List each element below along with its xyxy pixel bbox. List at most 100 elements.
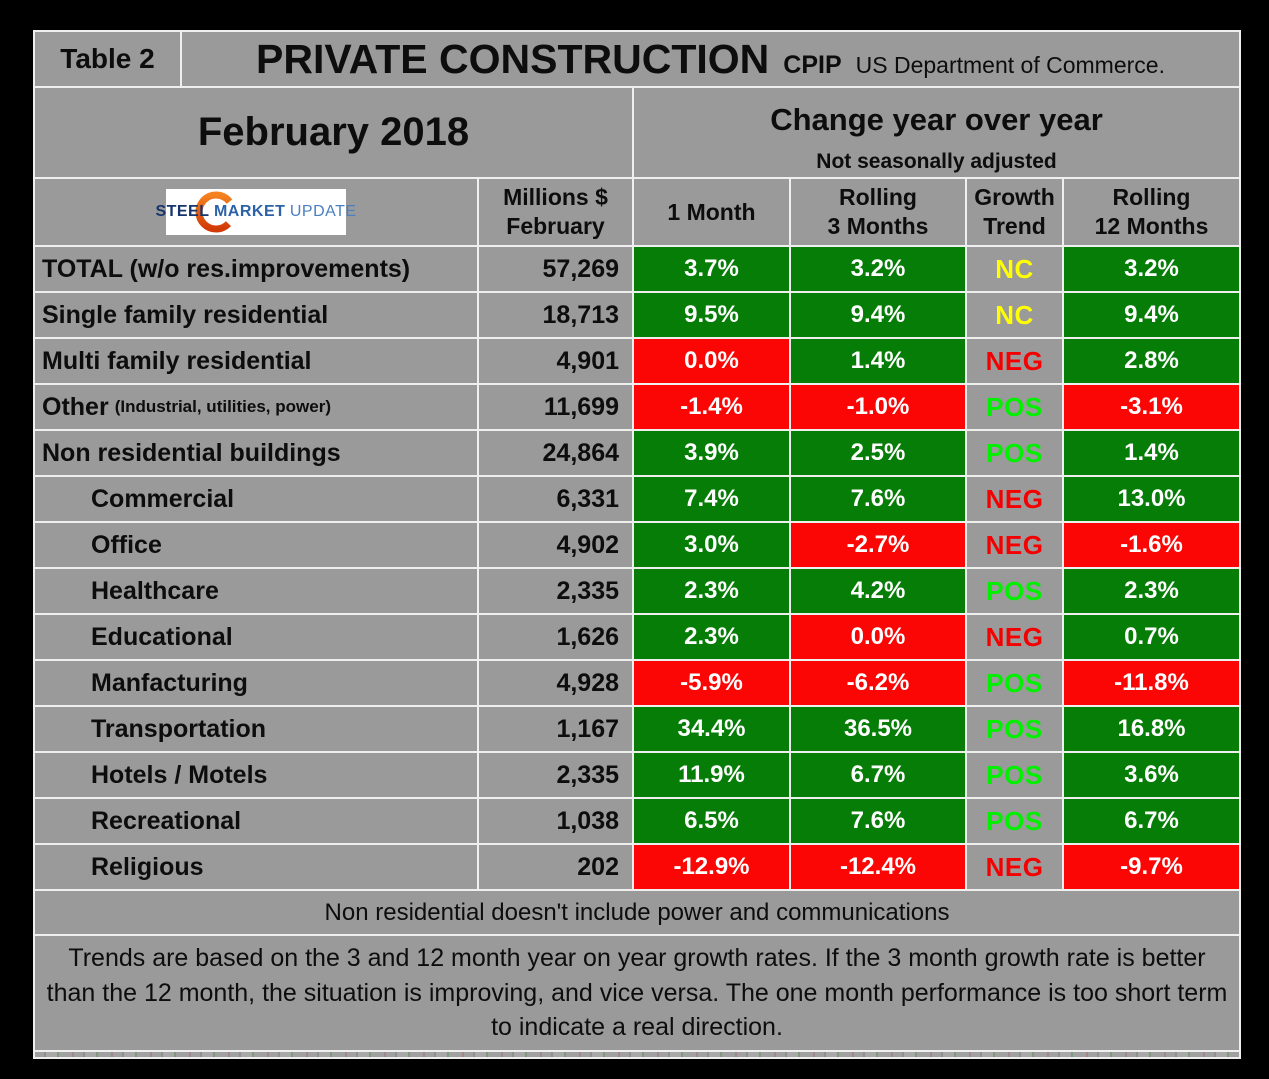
trend-cell: POS [967,661,1062,705]
row-label: Healthcare [35,569,477,613]
millions-value: 4,902 [479,523,632,567]
trend-cell: NEG [967,523,1062,567]
millions-value: 18,713 [479,293,632,337]
col-header-rolling3: Rolling 3 Months [791,179,965,245]
pct-cell-rolling3: -1.0% [791,385,965,429]
pct-cell-1month: 2.3% [634,615,789,659]
table-row: Single family residential 18,713 9.5% 9.4% N… [35,293,1239,337]
table-row: TOTAL (w/o res.improvements) 57,269 3.7% 3.… [35,247,1239,291]
nsa-note: Not seasonally adjusted [816,150,1057,173]
col-header-growth-trend: Growth Trend [967,179,1062,245]
pct-cell-1month: 3.9% [634,431,789,475]
row-label: Recreational [35,799,477,843]
trend-cell: POS [967,569,1062,613]
pct-cell-rolling12: 1.4% [1064,431,1239,475]
trend-cell: POS [967,753,1062,797]
pct-cell-rolling12: 2.3% [1064,569,1239,613]
logo-swoosh-icon [195,191,237,233]
main-title-cell: PRIVATE CONSTRUCTION CPIP US Department … [182,32,1239,86]
trend-cell: NEG [967,845,1062,889]
millions-value: 1,038 [479,799,632,843]
pct-cell-rolling12: 6.7% [1064,799,1239,843]
table-row: Multi family residential 4,901 0.0% 1.4% NEG… [35,339,1239,383]
pct-cell-1month: 7.4% [634,477,789,521]
pct-cell-1month: 3.0% [634,523,789,567]
pct-cell-rolling3: 6.7% [791,753,965,797]
row-label: Single family residential [35,293,477,337]
pct-cell-rolling3: -6.2% [791,661,965,705]
pct-cell-1month: -1.4% [634,385,789,429]
trend-cell: POS [967,707,1062,751]
table-row: Manfacturing 4,928 -5.9% -6.2% POS -11.8% [35,661,1239,705]
title-row: Table 2 PRIVATE CONSTRUCTION CPIP US Dep… [35,32,1239,86]
pct-cell-rolling12: 3.6% [1064,753,1239,797]
millions-value: 2,335 [479,569,632,613]
pct-cell-rolling3: 2.5% [791,431,965,475]
pct-cell-1month: -12.9% [634,845,789,889]
col-header-rolling12: Rolling 12 Months [1064,179,1239,245]
table-row: Hotels / Motels 2,335 11.9% 6.7% POS 3.6% [35,753,1239,797]
column-header-row: STEEL MARKET UPDATE Millions $ February 1… [35,179,1239,245]
row-label: Non residential buildings [35,431,477,475]
table-row: Commercial 6,331 7.4% 7.6% NEG 13.0% [35,477,1239,521]
trend-cell: NEG [967,339,1062,383]
pct-cell-1month: 11.9% [634,753,789,797]
pct-cell-rolling12: 2.8% [1064,339,1239,383]
millions-value: 4,928 [479,661,632,705]
row-label: Multi family residential [35,339,477,383]
pct-cell-rolling12: 9.4% [1064,293,1239,337]
logo-word-market: MARKET [213,203,286,220]
millions-value: 57,269 [479,247,632,291]
pct-cell-1month: 9.5% [634,293,789,337]
footnote-trends: Trends are based on the 3 and 12 month y… [35,936,1239,1050]
col-header-millions: Millions $ February [479,179,632,245]
pct-cell-rolling3: 3.2% [791,247,965,291]
table-row: Non residential buildings 24,864 3.9% 2.5% P… [35,431,1239,475]
agency-label: US Department of Commerce. [855,52,1165,78]
smu-logo-box: STEEL MARKET UPDATE [155,189,356,235]
pct-cell-rolling3: 7.6% [791,477,965,521]
millions-value: 6,331 [479,477,632,521]
row-label: Religious [35,845,477,889]
bottom-strip [35,1052,1239,1057]
trend-cell: POS [967,431,1062,475]
pct-cell-rolling3: 7.6% [791,799,965,843]
pct-cell-rolling3: 36.5% [791,707,965,751]
pct-cell-1month: 34.4% [634,707,789,751]
main-title: PRIVATE CONSTRUCTION [256,36,770,82]
pct-cell-1month: 3.7% [634,247,789,291]
pct-cell-1month: 2.3% [634,569,789,613]
row-label: Hotels / Motels [35,753,477,797]
change-title: Change year over year [770,102,1103,137]
table-row: Transportation 1,167 34.4% 36.5% POS 16.8% [35,707,1239,751]
pct-cell-rolling12: -3.1% [1064,385,1239,429]
pct-cell-rolling3: 4.2% [791,569,965,613]
millions-value: 11,699 [479,385,632,429]
millions-value: 24,864 [479,431,632,475]
row-label-note: (Industrial, utilities, power) [114,397,331,416]
trend-cell: NEG [967,615,1062,659]
millions-value: 1,626 [479,615,632,659]
footnote-row-2: Trends are based on the 3 and 12 month y… [35,936,1239,1050]
logo-word-update: UPDATE [289,203,357,220]
logo-text: STEEL MARKET UPDATE [155,203,356,221]
row-label: Other (Industrial, utilities, power) [35,385,477,429]
row-label: Commercial [35,477,477,521]
table-row: Office 4,902 3.0% -2.7% NEG -1.6% [35,523,1239,567]
trend-cell: NC [967,247,1062,291]
pct-cell-rolling12: -1.6% [1064,523,1239,567]
row-label: Educational [35,615,477,659]
col-header-1month: 1 Month [634,179,789,245]
table2-label: Table 2 [35,32,180,86]
trend-cell: POS [967,799,1062,843]
pct-cell-1month: 0.0% [634,339,789,383]
trend-cell: NEG [967,477,1062,521]
pct-cell-1month: -5.9% [634,661,789,705]
bottom-strip-row [35,1052,1239,1057]
change-header-cell: Change year over year Not seasonally adj… [634,88,1239,177]
pct-cell-rolling3: -12.4% [791,845,965,889]
footnote-row-1: Non residential doesn't include power an… [35,891,1239,934]
pct-cell-rolling12: -9.7% [1064,845,1239,889]
trend-cell: POS [967,385,1062,429]
